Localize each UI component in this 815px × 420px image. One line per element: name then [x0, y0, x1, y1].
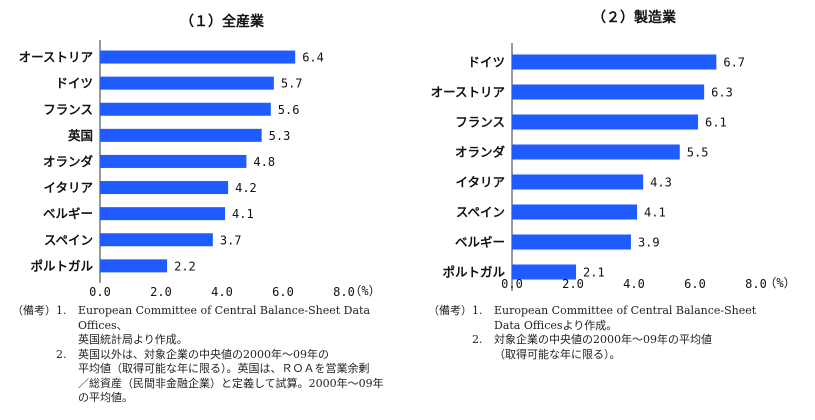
notes-left-item-2-line-3: ／総資産（民間非金融企業）と定義して試算。2000年～09年	[78, 376, 384, 390]
notes-right-item-2-num: 2.	[472, 333, 483, 346]
mfg-bar	[512, 114, 699, 130]
mfg-data-label: 6.3	[711, 86, 733, 100]
notes-right-item-1-line-2: Data Officesより作成。	[494, 318, 618, 332]
mfg-bar	[512, 264, 577, 280]
all-category-label: ポルトガル	[30, 258, 93, 273]
all-data-label: 5.3	[269, 129, 291, 143]
all-category-label: スペイン	[44, 232, 93, 247]
mfg-bar	[512, 144, 680, 160]
all-x-tick-label: 6.0	[272, 285, 294, 299]
mfg-category-label: オランダ	[455, 145, 506, 160]
notes-right-item-1-num: 1.	[472, 304, 483, 317]
notes-right-label: （備考）	[428, 304, 472, 317]
notes-right-item-2-line-2: （取得可能な年に限る）。	[494, 347, 621, 361]
mfg-category-label: フランス	[455, 115, 505, 130]
mfg-bar	[512, 234, 631, 250]
all-category-label: ベルギー	[43, 206, 93, 221]
all-x-tick-label: 2.0	[150, 285, 172, 299]
notes-left-item-2-line-2: 平均値（取得可能な年に限る）。英国は、ＲＯＡを営業余剰	[78, 362, 370, 375]
mfg-data-label: 4.3	[650, 176, 672, 190]
mfg-data-label: 3.9	[638, 236, 660, 250]
notes-left-item-1-line-1: European Committee of Central Balance-Sh…	[78, 304, 371, 332]
all-category-label: イタリア	[43, 180, 93, 195]
all-bar	[100, 50, 296, 64]
notes-left-item-2-line-1: 英国以外は、対象企業の中央値の2000年～09年の	[78, 347, 329, 361]
notes-left: （備考） 1. European Committee of Central Ba…	[12, 304, 407, 406]
all-bar	[100, 181, 229, 195]
mfg-category-label: オーストリア	[431, 85, 505, 100]
mfg-x-tick-label: 2.0	[562, 277, 584, 291]
all-category-label: 英国	[68, 128, 93, 143]
all-unit-label: （%）	[349, 284, 380, 298]
all-bar	[100, 259, 168, 273]
all-chart-title: （１）全産業	[180, 13, 265, 30]
mfg-category-label: ベルギー	[455, 235, 505, 250]
all-category-label: ドイツ	[55, 76, 93, 91]
all-data-label: 4.8	[253, 155, 275, 169]
notes-right-item-2-line-1: 対象企業の中央値の2000年～09年の平均値	[494, 333, 712, 346]
mfg-data-label: 4.1	[644, 206, 666, 220]
all-x-tick-label: 0.0	[89, 285, 111, 299]
mfg-category-label: ポルトガル	[442, 265, 505, 280]
all-bar	[100, 207, 226, 221]
all-data-label: 2.2	[174, 259, 196, 273]
mfg-bar	[512, 84, 705, 100]
all-data-label: 6.4	[302, 51, 324, 65]
mfg-unit-label: （%）	[764, 276, 795, 290]
mfg-category-label: イタリア	[455, 175, 505, 190]
notes-right: （備考） 1. European Committee of Central Ba…	[428, 304, 808, 362]
mfg-x-tick-label: 4.0	[623, 277, 645, 291]
all-data-label: 5.7	[281, 77, 303, 91]
mfg-chart-title: （２）製造業	[592, 9, 677, 26]
mfg-x-tick-label: 6.0	[684, 277, 706, 291]
all-bar	[100, 154, 247, 168]
notes-left-item-2-num: 2.	[56, 347, 67, 361]
all-bar	[100, 233, 213, 247]
mfg-x-tick-label: 0.0	[501, 277, 523, 291]
all-data-label: 4.2	[235, 181, 257, 195]
notes-left-label: （備考）	[12, 304, 56, 317]
all-bar	[100, 102, 271, 116]
notes-left-item-2-line-4: の平均値。	[78, 391, 133, 404]
all-x-tick-label: 4.0	[211, 285, 233, 299]
mfg-category-label: スペイン	[456, 205, 505, 220]
mfg-data-label: 5.5	[687, 146, 709, 160]
all-bar	[100, 128, 262, 142]
all-data-label: 3.7	[220, 233, 242, 247]
mfg-data-label: 2.1	[583, 266, 605, 280]
mfg-category-label: ドイツ	[467, 55, 505, 70]
all-bar	[100, 76, 274, 90]
all-category-label: フランス	[43, 102, 93, 117]
all-category-label: オーストリア	[19, 50, 93, 65]
all-data-label: 4.1	[232, 207, 254, 221]
all-data-label: 5.6	[278, 103, 300, 117]
mfg-bar	[512, 174, 644, 190]
notes-right-item-1-line-1: European Committee of Central Balance-Sh…	[494, 304, 757, 317]
all-category-label: オランダ	[43, 154, 94, 169]
notes-left-item-1-line-2: 英国統計局より作成。	[78, 333, 188, 346]
mfg-data-label: 6.7	[723, 56, 745, 70]
mfg-bar	[512, 54, 717, 70]
mfg-data-label: 6.1	[705, 116, 727, 130]
mfg-x-tick-label: 8.0	[745, 277, 767, 291]
mfg-bar	[512, 204, 638, 220]
notes-left-item-1-num: 1.	[56, 304, 67, 317]
all-x-tick-label: 8.0	[333, 285, 355, 299]
